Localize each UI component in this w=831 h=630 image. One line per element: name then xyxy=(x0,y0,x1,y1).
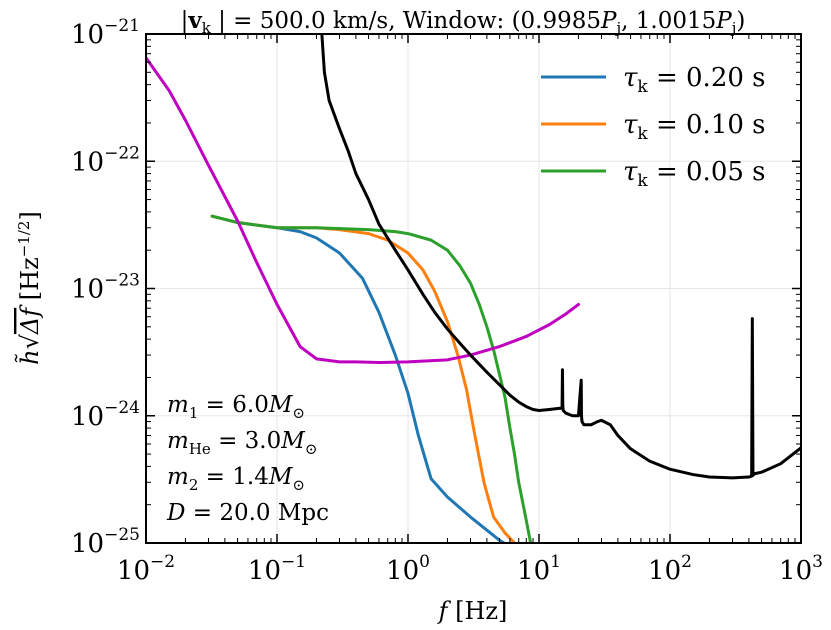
y-tick-label: 10−22 xyxy=(71,143,140,177)
x-tick-label: 10−1 xyxy=(248,552,306,586)
title-mid: , 1.0015 xyxy=(621,8,716,34)
annotation-3: m2 = 1.4M⊙ xyxy=(167,464,305,494)
axis-ticks xyxy=(145,33,802,544)
annotation-1: m1 = 6.0M⊙ xyxy=(167,392,305,422)
y-axis-label: h̃√Δf [Hz−1/2] xyxy=(15,211,44,365)
annotation-2: mHe = 3.0M⊙ xyxy=(167,428,317,458)
y-label-unit: [Hz xyxy=(16,257,44,308)
y-label-df: Δf xyxy=(16,304,44,335)
y-tick-label: 10−23 xyxy=(71,271,140,305)
title-end: ) xyxy=(736,8,745,34)
annotation-4: D = 20.0 Mpc xyxy=(166,500,329,526)
x-axis-label: f [Hz] xyxy=(437,597,508,625)
y-label-close: ] xyxy=(16,211,44,220)
title-bar-left: | xyxy=(181,8,189,34)
y-tick-label: 10−25 xyxy=(71,525,140,559)
y-label-h: h̃ xyxy=(15,349,44,364)
x-tick-labels: 10−2 10−1 100 101 102 103 xyxy=(117,552,823,586)
x-tick-label: 103 xyxy=(779,552,823,586)
legend-label-2: τk = 0.10 s xyxy=(623,110,766,144)
series-lines xyxy=(146,34,801,543)
title-p1-sub: j xyxy=(615,19,622,37)
y-tick-label: 10−24 xyxy=(71,398,140,432)
legend-label-3: τk = 0.05 s xyxy=(623,157,766,191)
parameter-annotations: m1 = 6.0M⊙ mHe = 3.0M⊙ m2 = 1.4M⊙ D = 20.0 … xyxy=(166,392,329,526)
title-vk-rest: | = 500.0 km/s, Window: (0.9985 xyxy=(211,8,601,34)
series-line-3 xyxy=(210,214,533,543)
series-line-5 xyxy=(320,34,801,480)
y-label-exp: −1/2 xyxy=(15,221,33,258)
legend-label-1: τk = 0.20 s xyxy=(623,63,766,97)
legend: τk = 0.20 s τk = 0.10 s τk = 0.05 s xyxy=(541,63,766,191)
x-tick-label: 100 xyxy=(386,552,430,586)
x-tick-label: 10−2 xyxy=(117,552,175,586)
title-vk: v xyxy=(187,7,202,34)
series-line-4 xyxy=(146,56,580,365)
chart-title: |vk | = 500.0 km/s, Window: (0.9985Pj, 1… xyxy=(181,7,746,37)
y-tick-label: 10−21 xyxy=(71,16,140,50)
title-p2-sub: j xyxy=(730,19,737,37)
title-p2: P xyxy=(715,8,732,34)
series-line-1 xyxy=(210,214,507,543)
y-tick-labels: 10−25 10−24 10−23 10−22 10−21 xyxy=(71,16,140,559)
x-tick-label: 102 xyxy=(648,552,692,586)
y-label-sqrt: √ xyxy=(16,333,44,349)
x-label-unit: [Hz] xyxy=(447,597,507,625)
title-vk-sub: k xyxy=(202,19,212,37)
x-tick-label: 101 xyxy=(517,552,561,586)
title-p1: P xyxy=(600,8,617,34)
